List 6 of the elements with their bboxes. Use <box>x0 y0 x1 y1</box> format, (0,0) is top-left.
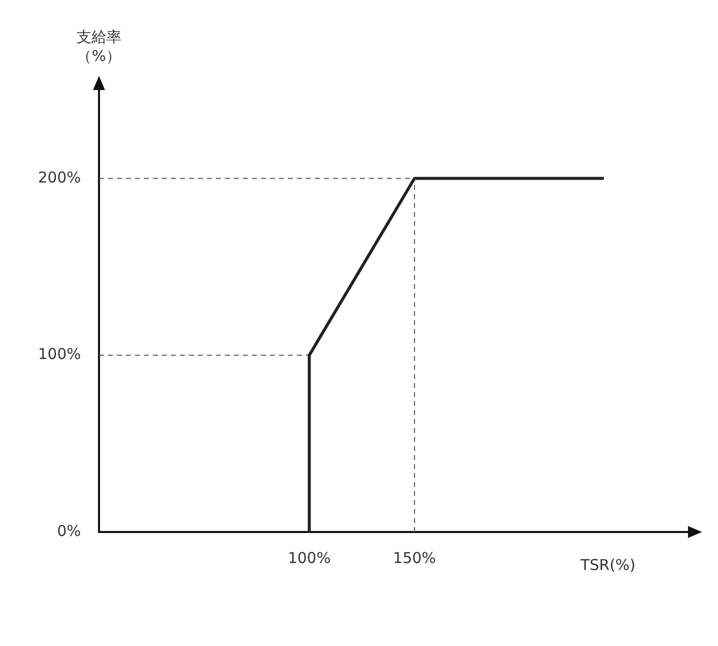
y-tick-label: 200% <box>38 168 81 186</box>
x-axis-title: TSR(%) <box>579 556 636 574</box>
y-tick-label: 0% <box>57 522 81 540</box>
x-tick-label: 150% <box>393 548 436 567</box>
y-axis-title: 支給率（%） <box>76 28 122 66</box>
y-tick-label: 100% <box>38 345 81 364</box>
